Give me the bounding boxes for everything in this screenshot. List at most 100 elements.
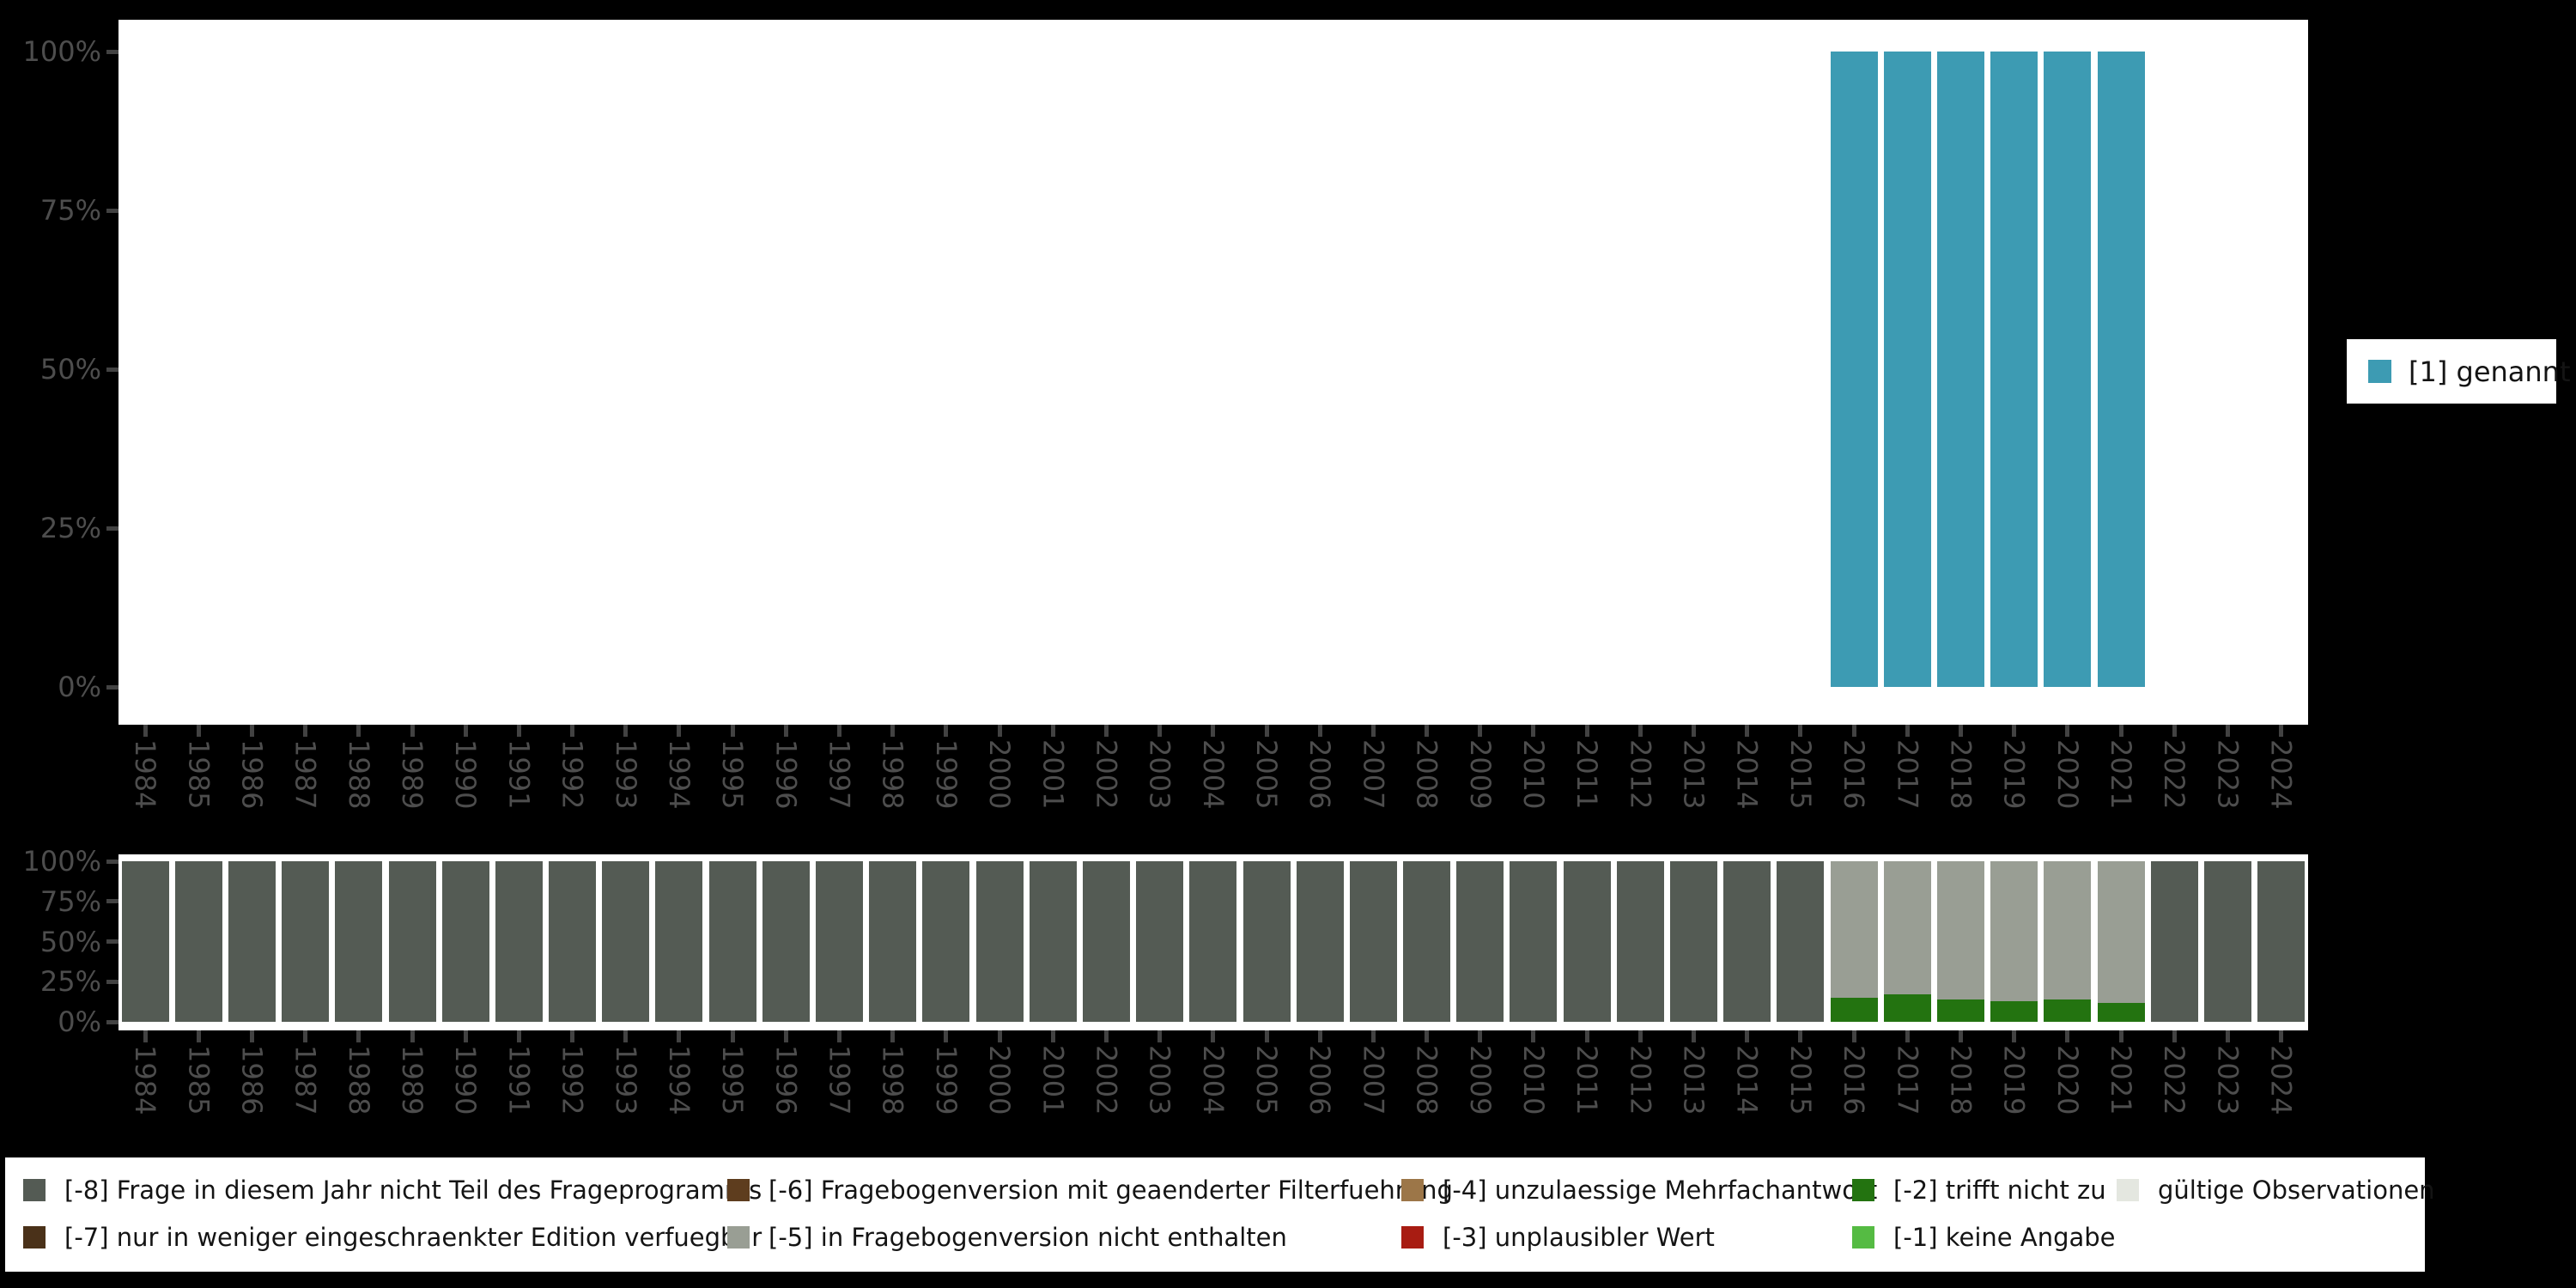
top-bar-1991[interactable]: [495, 52, 543, 687]
top-bar-2005[interactable]: [1243, 52, 1291, 687]
bottom-bar-1985[interactable]: [174, 861, 222, 1022]
top-segment-2020-[1][interactable]: [2044, 52, 2092, 687]
bottom-segment-1990-[-8][interactable]: [441, 861, 489, 1022]
bottom-bar-1997[interactable]: [816, 861, 864, 1022]
bottom-segment-2009-[-8][interactable]: [1456, 861, 1504, 1022]
top-bar-2019[interactable]: [1990, 52, 2038, 687]
top-bar-2017[interactable]: [1883, 52, 1931, 687]
bottom-segment-2007-[-8][interactable]: [1349, 861, 1397, 1022]
bottom-segment-2017-[-2][interactable]: [1883, 994, 1931, 1022]
top-bar-1996[interactable]: [762, 52, 810, 687]
top-bar-2022[interactable]: [2151, 52, 2198, 687]
bottom-bar-2016[interactable]: [1830, 861, 1878, 1022]
top-bar-2001[interactable]: [1030, 52, 1077, 687]
bottom-bar-1998[interactable]: [869, 861, 917, 1022]
bottom-segment-2004-[-8][interactable]: [1189, 861, 1237, 1022]
bottom-segment-1997-[-8][interactable]: [816, 861, 864, 1022]
bottom-bar-2019[interactable]: [1990, 861, 2038, 1022]
top-bar-2003[interactable]: [1136, 52, 1183, 687]
bottom-bar-1996[interactable]: [762, 861, 810, 1022]
top-bar-2004[interactable]: [1189, 52, 1236, 687]
bottom-segment-1987-[-8][interactable]: [282, 861, 330, 1022]
bottom-bar-2002[interactable]: [1082, 861, 1130, 1022]
top-bar-2006[interactable]: [1297, 52, 1344, 687]
top-bar-1986[interactable]: [228, 52, 276, 687]
top-bar-1987[interactable]: [282, 52, 329, 687]
top-bar-2018[interactable]: [1936, 52, 1984, 687]
bottom-bar-1992[interactable]: [549, 861, 597, 1022]
bottom-bar-1995[interactable]: [708, 861, 756, 1022]
top-bar-1990[interactable]: [442, 52, 489, 687]
bottom-segment-2023-[-8][interactable]: [2203, 861, 2251, 1022]
bottom-bar-2000[interactable]: [975, 861, 1024, 1022]
top-bar-1995[interactable]: [709, 52, 756, 687]
bottom-bar-1994[interactable]: [655, 861, 703, 1022]
top-segment-2018-[1][interactable]: [1936, 52, 1984, 687]
bottom-segment-1989-[-8][interactable]: [388, 861, 436, 1022]
top-bar-1999[interactable]: [922, 52, 969, 687]
bottom-segment-1993-[-8][interactable]: [602, 861, 650, 1022]
bottom-bar-2010[interactable]: [1510, 861, 1558, 1022]
bottom-bar-2011[interactable]: [1563, 861, 1611, 1022]
top-bar-1985[interactable]: [175, 52, 222, 687]
top-bar-2000[interactable]: [976, 52, 1024, 687]
top-bar-2012[interactable]: [1617, 52, 1664, 687]
bottom-segment-2019-[-2][interactable]: [1990, 1000, 2038, 1022]
bottom-bar-1999[interactable]: [922, 861, 970, 1022]
bottom-bar-2001[interactable]: [1029, 861, 1077, 1022]
bottom-segment-2011-[-8][interactable]: [1563, 861, 1611, 1022]
top-bar-1998[interactable]: [869, 52, 916, 687]
bottom-bar-1984[interactable]: [121, 861, 169, 1022]
top-bar-2007[interactable]: [1350, 52, 1397, 687]
bottom-segment-2021-[-5][interactable]: [2097, 861, 2145, 1003]
bottom-bar-2008[interactable]: [1403, 861, 1451, 1022]
bottom-segment-1992-[-8][interactable]: [549, 861, 597, 1022]
top-bar-2002[interactable]: [1083, 52, 1130, 687]
bottom-segment-1986-[-8][interactable]: [228, 861, 276, 1022]
top-bar-2020[interactable]: [2044, 52, 2092, 687]
bottom-bar-2020[interactable]: [2044, 861, 2092, 1022]
bottom-segment-2014-[-8][interactable]: [1723, 861, 1771, 1022]
bottom-bar-2013[interactable]: [1670, 861, 1718, 1022]
bottom-bar-1987[interactable]: [282, 861, 330, 1022]
bottom-segment-1995-[-8][interactable]: [708, 861, 756, 1022]
bottom-segment-2022-[-8][interactable]: [2150, 861, 2198, 1022]
bottom-bar-2018[interactable]: [1936, 861, 1984, 1022]
bottom-segment-2024-[-8][interactable]: [2257, 861, 2306, 1022]
bottom-segment-2020-[-2][interactable]: [2044, 999, 2092, 1022]
bottom-bar-2004[interactable]: [1189, 861, 1237, 1022]
bottom-segment-2016-[-2][interactable]: [1830, 997, 1878, 1022]
bottom-bar-2003[interactable]: [1136, 861, 1184, 1022]
top-bar-2021[interactable]: [2097, 52, 2145, 687]
bottom-segment-1998-[-8][interactable]: [869, 861, 917, 1022]
bottom-bar-2006[interactable]: [1296, 861, 1344, 1022]
bottom-bar-2012[interactable]: [1616, 861, 1664, 1022]
bottom-bar-1986[interactable]: [228, 861, 276, 1022]
bottom-segment-2008-[-8][interactable]: [1403, 861, 1451, 1022]
bottom-segment-2018-[-5][interactable]: [1936, 861, 1984, 999]
bottom-segment-2019-[-5][interactable]: [1990, 861, 2038, 1001]
bottom-bar-2023[interactable]: [2203, 861, 2251, 1022]
bottom-segment-2000-[-8][interactable]: [975, 861, 1024, 1022]
bottom-segment-1984-[-8][interactable]: [121, 861, 169, 1022]
bottom-bar-2009[interactable]: [1456, 861, 1504, 1022]
bottom-bar-2005[interactable]: [1242, 861, 1291, 1022]
bottom-segment-1999-[-8][interactable]: [922, 861, 970, 1022]
bottom-bar-2022[interactable]: [2150, 861, 2198, 1022]
bottom-segment-2017-[-5][interactable]: [1883, 861, 1931, 995]
bottom-segment-2018-[-2][interactable]: [1936, 999, 1984, 1022]
top-segment-2019-[1][interactable]: [1990, 52, 2038, 687]
bottom-segment-2001-[-8][interactable]: [1029, 861, 1077, 1022]
bottom-bar-2007[interactable]: [1349, 861, 1397, 1022]
bottom-bar-2021[interactable]: [2097, 861, 2145, 1022]
bottom-bar-1989[interactable]: [388, 861, 436, 1022]
bottom-bar-2017[interactable]: [1883, 861, 1931, 1022]
top-bar-2015[interactable]: [1777, 52, 1824, 687]
bottom-bar-2014[interactable]: [1723, 861, 1771, 1022]
bottom-segment-1991-[-8][interactable]: [495, 861, 543, 1022]
top-bar-2009[interactable]: [1456, 52, 1504, 687]
bottom-bar-1988[interactable]: [335, 861, 383, 1022]
bottom-segment-2012-[-8][interactable]: [1616, 861, 1664, 1022]
bottom-segment-2010-[-8][interactable]: [1510, 861, 1558, 1022]
top-bar-2023[interactable]: [2204, 52, 2251, 687]
